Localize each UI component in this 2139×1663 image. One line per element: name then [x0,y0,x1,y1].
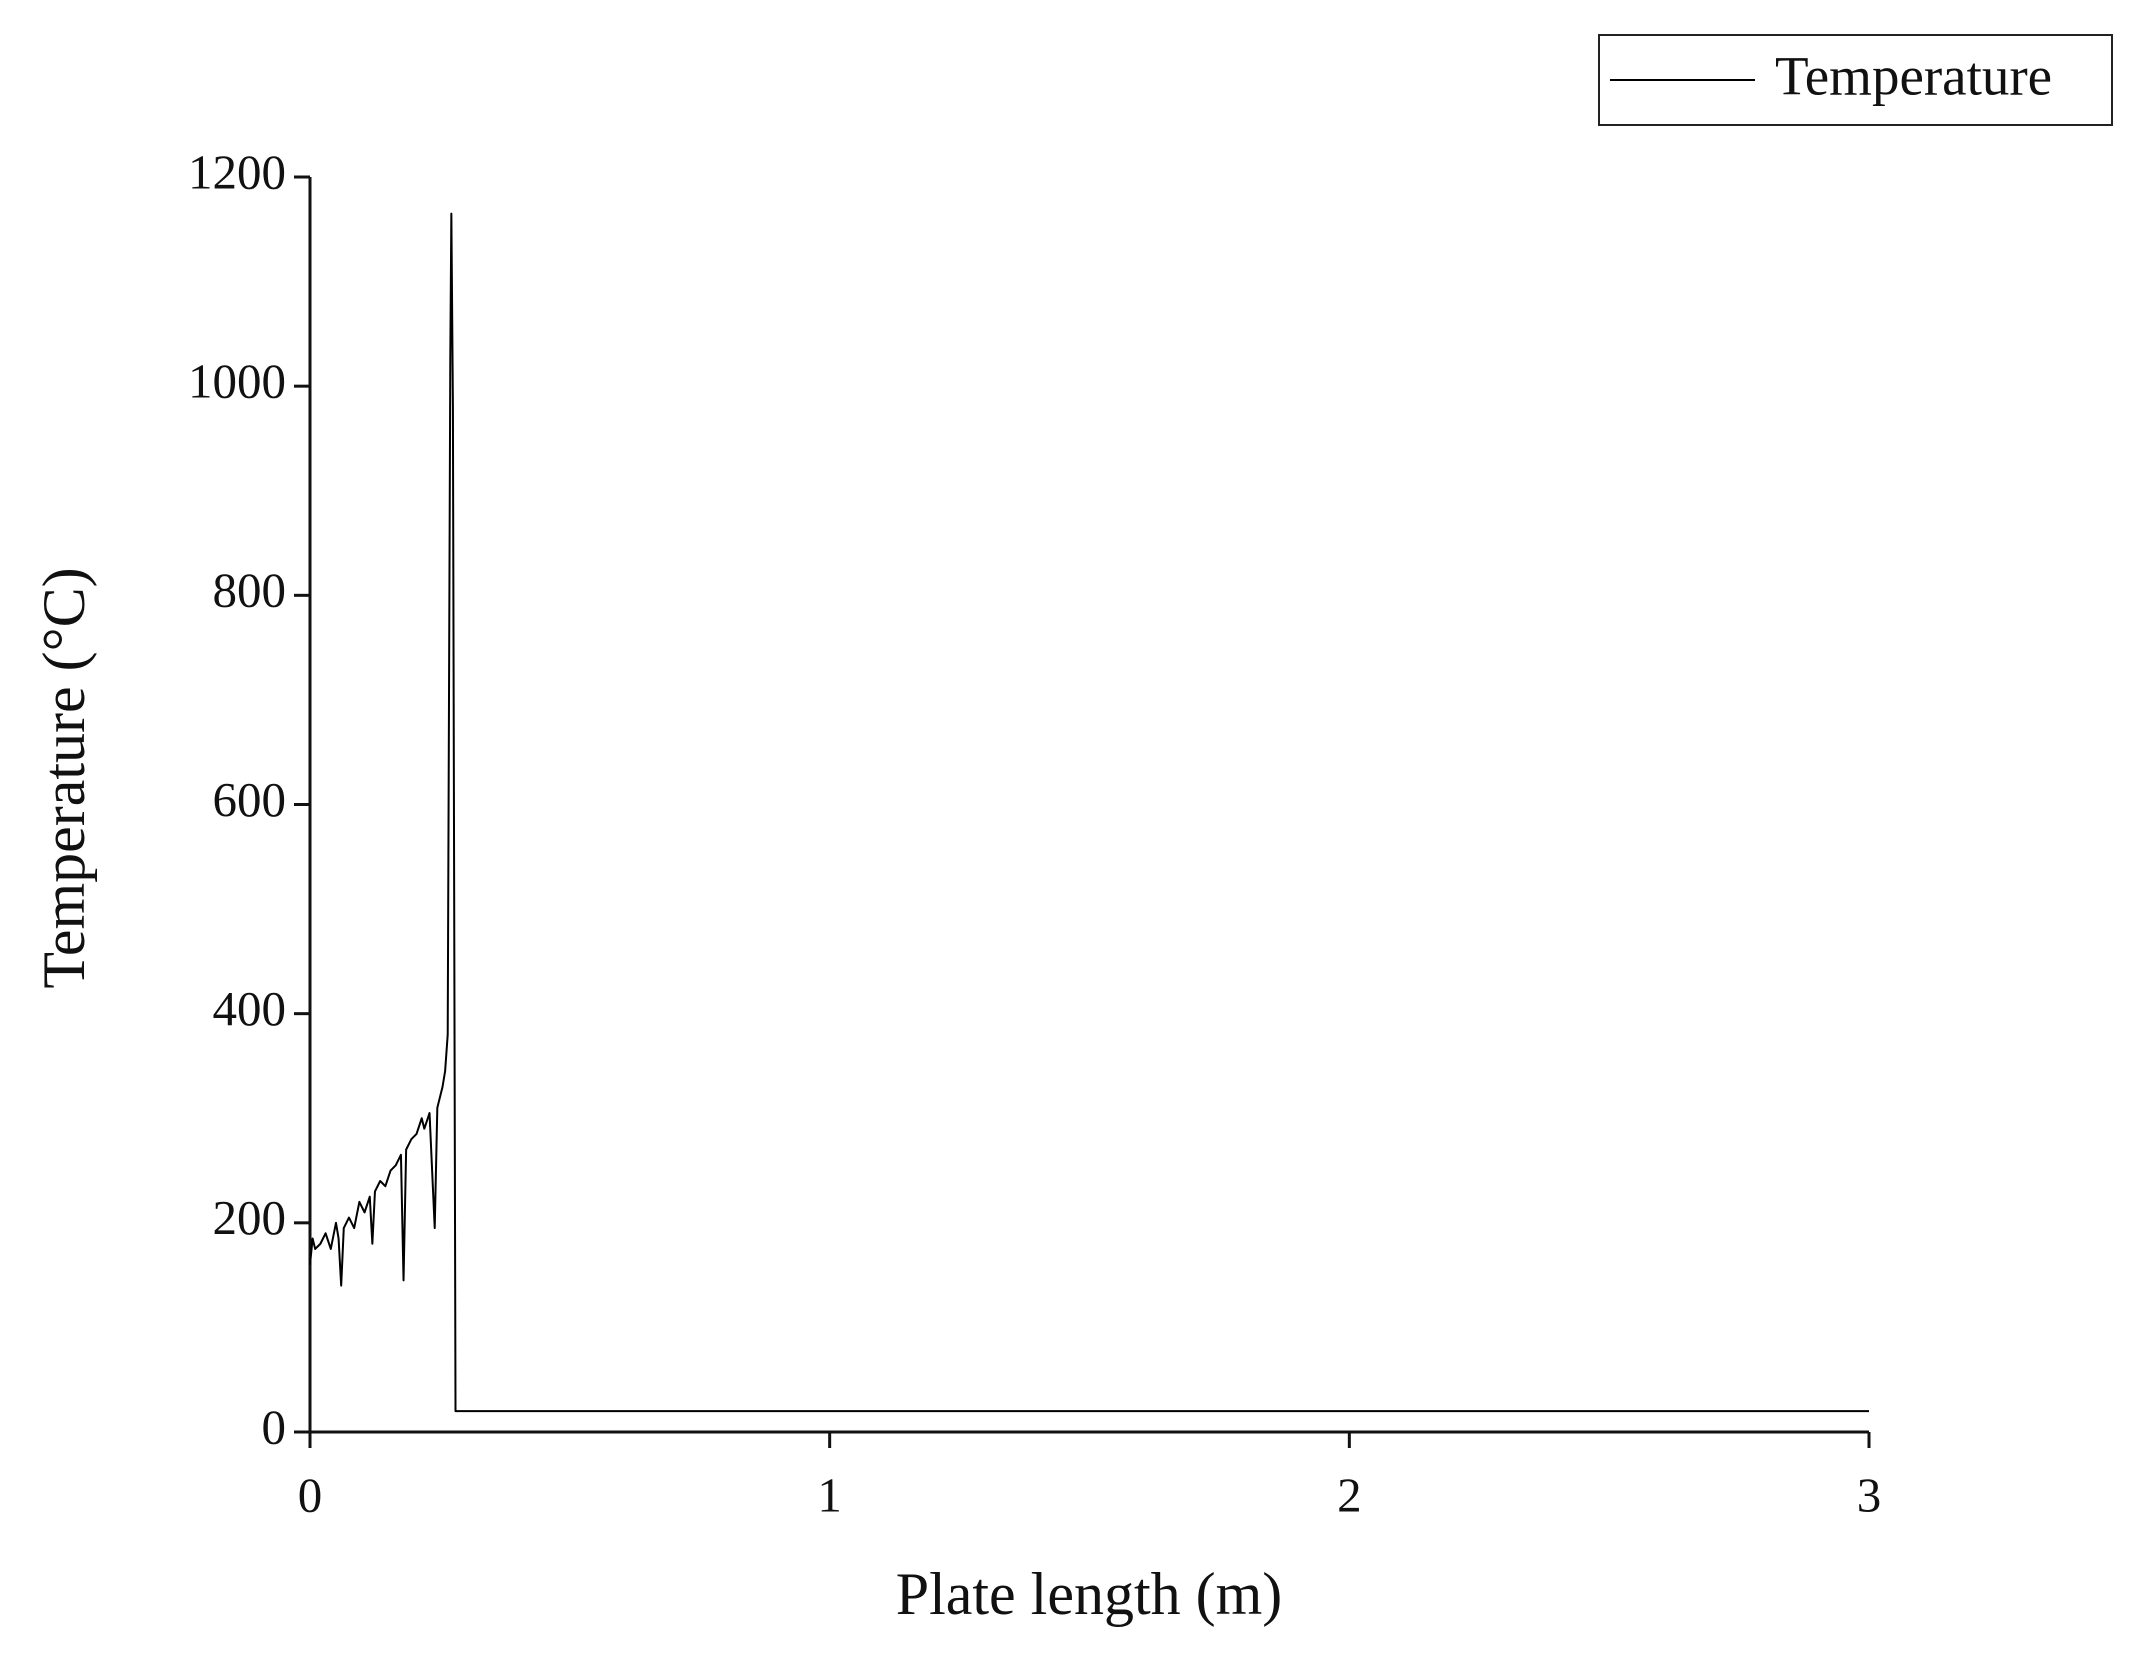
y-tick-label: 600 [213,772,287,827]
data-line [309,212,1869,1413]
y-tick-label: 400 [213,981,287,1036]
y-tick-label: 200 [213,1190,287,1245]
x-tick-label: 2 [1337,1467,1362,1522]
legend-label: Temperature [1775,46,2052,107]
x-axis-label: Plate length (m) [896,1561,1283,1627]
y-tick-label: 1000 [188,353,286,408]
x-tick-label: 3 [1857,1467,1882,1522]
y-axis-label: Temperature (°C) [31,567,97,988]
y-tick-label: 0 [262,1399,287,1454]
x-tick-label: 0 [298,1467,323,1522]
y-tick-label: 800 [213,563,287,618]
x-tick-label: 1 [817,1467,842,1522]
y-tick-label: 1200 [188,144,286,199]
